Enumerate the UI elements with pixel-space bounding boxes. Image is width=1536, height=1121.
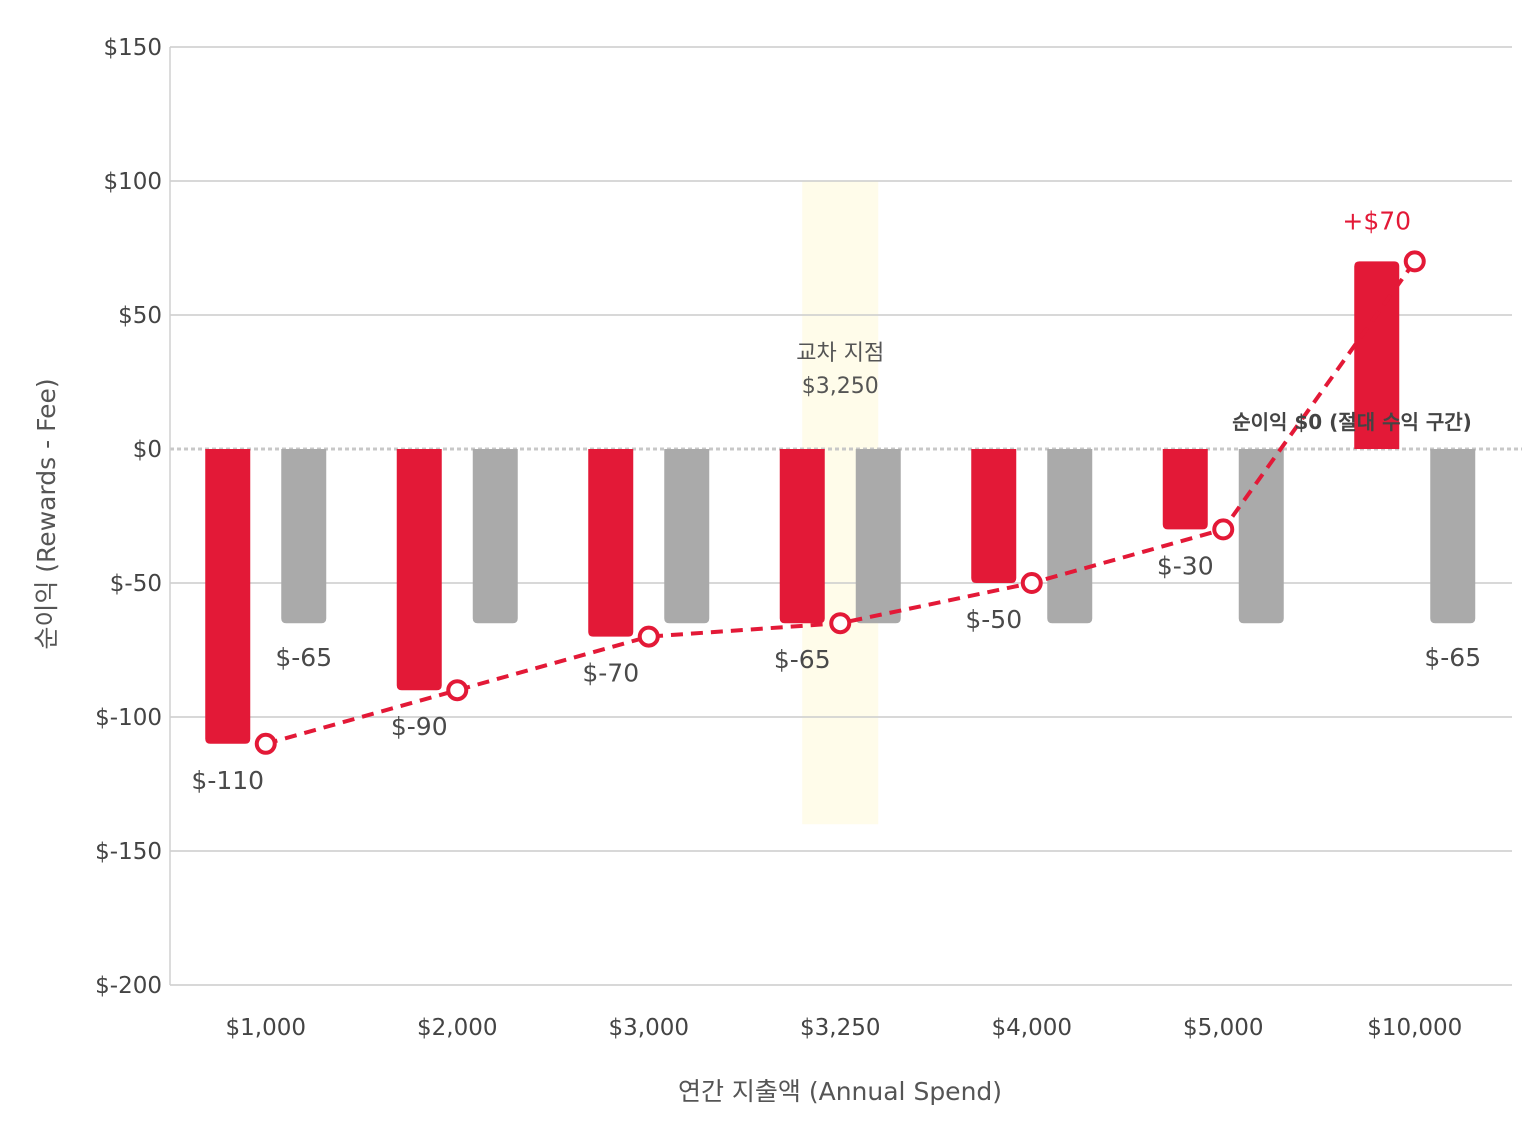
crossover-annotation-value: $3,250: [802, 374, 879, 399]
x-tick-label: $4,000: [992, 1015, 1072, 1041]
annual-fee-value-label: $-65: [1424, 643, 1481, 672]
net-profit-bar: [779, 449, 825, 624]
zero-line-annotation: 순이익 $0 (절대 수익 구간): [1232, 410, 1472, 434]
y-tick-label: $-50: [110, 571, 162, 597]
annual-fee-value-label: $-65: [275, 643, 332, 672]
trend-point-marker: [637, 625, 660, 648]
net-profit-value-label: +$70: [1342, 206, 1411, 235]
annual-fee-bar: [472, 449, 518, 624]
y-tick-label: $50: [118, 303, 162, 329]
x-tick-label: $3,000: [609, 1015, 689, 1041]
net-profit-value-label: $-70: [582, 659, 639, 688]
net-profit-value-label: $-90: [391, 712, 448, 741]
annual-fee-bar: [1430, 449, 1476, 624]
y-tick-label: $150: [103, 35, 162, 61]
annual-fee-bar: [1047, 449, 1093, 624]
net-profit-value-label: $-50: [965, 605, 1022, 634]
net-profit-bar: [1162, 449, 1208, 530]
trend-point-marker: [254, 732, 277, 755]
net-profit-bar: [396, 449, 442, 691]
bars: [205, 261, 1476, 744]
crossover-annotation-title: 교차 지점: [796, 341, 884, 366]
net-profit-value-label: $-110: [191, 766, 264, 795]
bar-labels: $-110 $-90 $-70 $-65 $-50 $-30 +$70 $-65 $-65: [191, 206, 1481, 794]
annual-fee-bar: [281, 449, 327, 624]
trend-point-marker: [1403, 250, 1426, 273]
net-profit-value-label: $-65: [774, 645, 831, 674]
net-profit-bar: [1354, 261, 1400, 449]
y-tick-label: $-150: [95, 839, 162, 865]
axes: $150 $100 $50 $0 $-50 $-100 $-150 $-200 $1,000 $2…: [95, 35, 1462, 1041]
annual-fee-bar: [855, 449, 901, 624]
x-tick-label: $3,250: [800, 1015, 880, 1041]
annual-fee-bar: [664, 449, 710, 624]
y-tick-label: $0: [133, 437, 162, 463]
net-profit-bar: [971, 449, 1017, 583]
y-axis-title: 순이익 (Rewards - Fee): [32, 378, 61, 649]
net-profit-value-label: $-30: [1157, 551, 1214, 580]
net-profit-bar: [588, 449, 634, 637]
gridlines: [170, 46, 1522, 986]
x-tick-label: $1,000: [226, 1015, 306, 1041]
trend-point-marker: [1020, 572, 1043, 594]
trend-point-marker: [1212, 518, 1235, 541]
x-axis-title: 연간 지출액 (Annual Spend): [678, 1077, 1002, 1106]
x-tick-label: $10,000: [1367, 1015, 1462, 1041]
x-tick-label: $2,000: [417, 1015, 497, 1041]
y-tick-label: $100: [103, 169, 162, 195]
y-tick-label: $-200: [95, 973, 162, 999]
trend-point-marker: [829, 612, 852, 635]
y-tick-label: $-100: [95, 705, 162, 731]
x-tick-label: $5,000: [1183, 1015, 1263, 1041]
net-profit-bar: [205, 449, 251, 744]
trend-point-marker: [446, 679, 469, 702]
trend-line-layer: [254, 250, 1426, 755]
